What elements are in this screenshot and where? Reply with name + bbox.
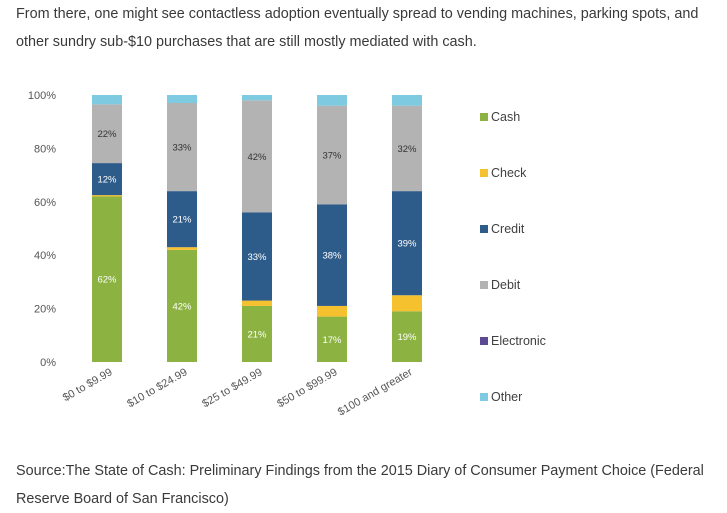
data-label-cash: 62% — [97, 275, 117, 286]
x-tick-label: $0 to $9.99 — [61, 366, 115, 404]
y-tick-label: 20% — [34, 304, 56, 316]
bar-segment-other — [242, 95, 272, 101]
bar-segment-check — [317, 305, 347, 317]
bar-segment-debit — [92, 104, 122, 164]
bar-segment-other — [92, 95, 122, 105]
y-tick-label: 80% — [34, 143, 56, 155]
y-tick-label: 60% — [34, 197, 56, 209]
data-label-debit: 42% — [247, 152, 267, 163]
data-label-cash: 17% — [322, 335, 342, 346]
bar-segment-credit — [167, 191, 197, 248]
legend-item-electronic: Electronic — [480, 334, 546, 348]
data-label-credit: 39% — [397, 239, 417, 250]
bar-segment-other — [167, 95, 197, 104]
y-tick-label: 100% — [28, 90, 56, 102]
bar-segment-cash — [392, 311, 422, 362]
y-axis: 0% 20% 40% 60% 80% 100% — [28, 90, 56, 369]
stacked-bar-chart: 0% 20% 40% 60% 80% 100% 62% 12% 22% 42% 21% 33% 21%… — [28, 90, 546, 418]
bar-segment-other — [317, 95, 347, 106]
intro-paragraph: From there, one might see contactless ad… — [16, 6, 699, 50]
bar-segment-cash — [92, 196, 122, 362]
legend: Cash Check Credit Debit Electronic Other — [480, 110, 546, 404]
data-label-credit: 12% — [97, 175, 117, 186]
data-label-debit: 33% — [172, 143, 192, 154]
legend-swatch — [480, 393, 488, 401]
data-label-credit: 33% — [247, 252, 267, 263]
bar-segment-debit — [392, 105, 422, 192]
x-tick-label: $100 and greater — [336, 366, 415, 418]
x-tick-label: $50 to $99.99 — [275, 366, 339, 410]
data-label-debit: 22% — [97, 129, 117, 140]
source-citation: Source:The State of Cash: Preliminary Fi… — [16, 463, 704, 507]
data-label-credit: 21% — [172, 215, 192, 226]
x-tick-label: $10 to $24.99 — [125, 366, 189, 410]
data-label-cash: 19% — [397, 332, 417, 343]
legend-item-cash: Cash — [480, 110, 520, 124]
bar-segment-cash — [167, 249, 197, 362]
bar-segment-debit — [242, 100, 272, 213]
x-axis-labels: $0 to $9.99 $10 to $24.99 $25 to $49.99 $50… — [61, 366, 415, 418]
bar-segment-check — [92, 195, 122, 197]
bar-segment-debit — [167, 103, 197, 192]
bar-segment-credit — [392, 191, 422, 296]
y-tick-label: 0% — [40, 357, 56, 369]
bar-segment-check — [242, 300, 272, 306]
legend-label: Credit — [491, 222, 525, 236]
data-label-debit: 32% — [397, 144, 417, 155]
legend-label: Other — [491, 390, 522, 404]
bar-segment-other — [392, 95, 422, 106]
legend-swatch — [480, 113, 488, 121]
bar-segment-check — [392, 295, 422, 312]
legend-swatch — [480, 281, 488, 289]
bar-segment-credit — [92, 163, 122, 196]
data-labels: 62% 12% 22% 42% 21% 33% 21% 33% 42% 17% 38% 37% 19% 3… — [97, 129, 417, 346]
bar-segment-credit — [317, 204, 347, 306]
data-label-credit: 38% — [322, 251, 342, 262]
legend-swatch — [480, 169, 488, 177]
legend-swatch — [480, 225, 488, 233]
legend-item-check: Check — [480, 166, 527, 180]
legend-item-debit: Debit — [480, 278, 521, 292]
legend-label: Electronic — [491, 334, 546, 348]
bar-segment-debit — [317, 105, 347, 205]
legend-label: Debit — [491, 278, 521, 292]
legend-label: Check — [491, 166, 527, 180]
legend-item-other: Other — [480, 390, 522, 404]
y-tick-label: 40% — [34, 250, 56, 262]
data-label-cash: 42% — [172, 301, 192, 312]
bar-segment-check — [167, 247, 197, 250]
data-label-cash: 21% — [247, 329, 267, 340]
legend-label: Cash — [491, 110, 520, 124]
legend-item-credit: Credit — [480, 222, 525, 236]
bars — [92, 95, 422, 362]
bar-segment-credit — [242, 212, 272, 301]
data-label-debit: 37% — [322, 151, 342, 162]
legend-swatch — [480, 337, 488, 345]
bar-segment-cash — [242, 305, 272, 362]
bar-segment-cash — [317, 316, 347, 362]
x-tick-label: $25 to $49.99 — [200, 366, 264, 410]
